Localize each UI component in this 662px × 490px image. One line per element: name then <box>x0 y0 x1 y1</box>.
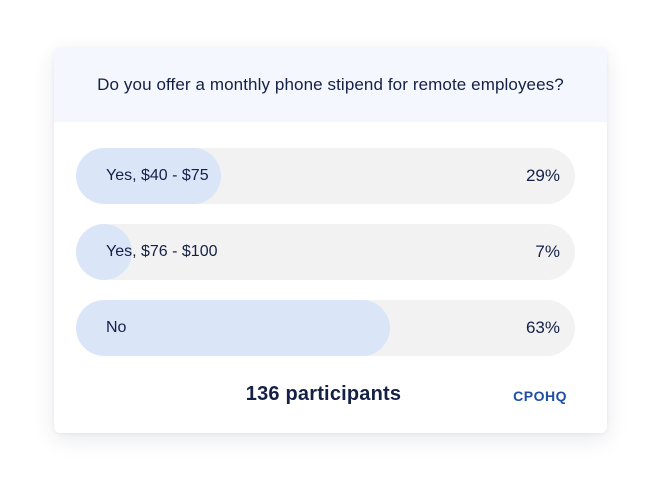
poll-option-label: Yes, $40 - $75 <box>106 167 209 184</box>
poll-option-percent: 7% <box>535 242 560 261</box>
poll-header: Do you offer a monthly phone stipend for… <box>54 48 607 122</box>
participants-count: 136 participants <box>245 383 402 405</box>
poll-option-fill <box>76 148 221 204</box>
brand-logo-text[interactable]: CPOHQ <box>513 388 567 404</box>
poll-option-percent: 29% <box>525 166 560 185</box>
poll-option-label: No <box>106 319 127 336</box>
poll-options: Yes, $40 - $75 29% Yes, $76 - $100 7% No… <box>76 148 575 376</box>
poll-card: Do you offer a monthly phone stipend for… <box>54 48 607 433</box>
poll-option-fill <box>76 300 391 356</box>
poll-option-no[interactable]: No 63% <box>76 300 575 356</box>
poll-question: Do you offer a monthly phone stipend for… <box>97 75 564 94</box>
poll-option-label: Yes, $76 - $100 <box>106 243 218 260</box>
poll-option-percent: 63% <box>525 318 560 337</box>
poll-option-yes-40-75[interactable]: Yes, $40 - $75 29% <box>76 148 575 204</box>
poll-option-yes-76-100[interactable]: Yes, $76 - $100 7% <box>76 224 575 280</box>
poll-option-fill <box>76 224 132 280</box>
